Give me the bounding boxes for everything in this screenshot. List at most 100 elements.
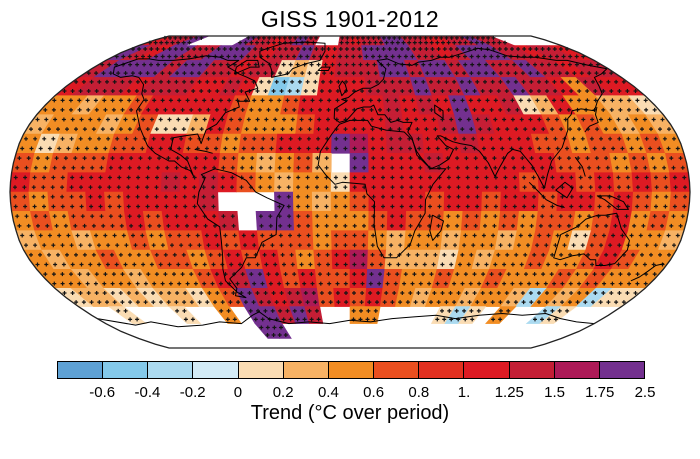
trend-grid-cell [104,172,125,193]
trend-grid-cell [650,172,672,193]
colorbar-segment [327,361,375,379]
trend-grid-cell [255,211,277,231]
trend-grid-cell [277,114,299,135]
trend-grid-cell [349,191,370,212]
trend-grid-cell [198,191,219,212]
trend-grid-cell [160,172,182,193]
trend-grid-cell [535,153,558,173]
colorbar-segment [192,361,239,379]
trend-grid-cell [295,114,316,135]
trend-grid-cell [122,172,144,193]
coastline [194,148,213,154]
trend-grid-cell [349,114,369,135]
trend-grid-cell [122,191,144,212]
trend-grid-cell [311,191,332,212]
trend-grid-cell [316,77,336,97]
trend-grid-cell [274,211,295,231]
trend-grid-cell [476,133,499,154]
trend-grid-cell [238,133,260,154]
trend-grid-cell [458,230,481,251]
trend-grid-cell [382,95,403,115]
trend-grid-cell [535,211,558,231]
trend-grid-cell [366,95,386,115]
trend-grid-cell [297,95,318,115]
colorbar-tick-label: 0.4 [317,384,339,401]
trend-grid-cell [104,191,125,212]
trend-grid-cell [141,191,163,212]
trend-grid-cell [236,153,258,173]
colorbar-caption: Trend (°C over period) [250,402,450,424]
trend-grid-cell [258,114,281,135]
coastline [434,104,444,119]
world-map [9,35,691,349]
trend-grid-cell [500,172,521,193]
colorbar-segment [508,361,555,379]
trend-grid-cell [314,95,334,115]
trend-grid-cell [650,191,672,212]
trend-grid-cell [349,211,370,231]
trend-grid-cell [179,172,200,193]
coastline [259,41,326,78]
trend-grid-cell [498,153,520,173]
trend-grid-cell [382,269,403,289]
trend-grid-cell [293,211,314,231]
trend-grid-cell [161,211,184,231]
trend-grid-cell [331,249,351,270]
trend-grid-cell [160,191,182,212]
trend-grid-cell [124,153,147,173]
trend-grid-cell [86,153,110,173]
trend-grid-cell [142,211,165,231]
trend-grid-cell [292,172,313,193]
colorbar-tick-label: 0.6 [363,384,385,401]
trend-grid-cell [349,153,370,173]
trend-grid-cell [313,249,333,270]
trend-grid-cell [442,153,464,173]
trend-grid-cell [612,172,634,193]
trend-grid-cell [516,211,539,231]
trend-grid-cell [594,172,615,193]
trend-grid-cell [333,77,351,97]
trend-grid-cell [575,191,596,212]
colorbar-segment [102,361,149,379]
trend-grid-cell [330,211,351,231]
coastline [317,66,331,71]
trend-grid-cell [349,287,367,307]
coastline [574,156,586,177]
trend-grid-cell [366,269,386,289]
trend-grid-cell [367,249,387,270]
trend-grid-cell [349,230,369,251]
trend-grid-cell [47,172,69,193]
trend-grid-cell [255,172,276,193]
trend-grid-cell [292,191,313,212]
trend-grid-cell [349,95,368,115]
trend-grid-cell [312,133,333,154]
colorbar-tick-label: -0.6 [89,384,116,401]
trend-grid-cell [312,211,332,231]
coastline [338,80,348,97]
trend-grid-cell [297,269,318,289]
colorbar-tick-label: 2.5 [634,384,656,401]
colorbar-tick-label: 0 [233,384,243,401]
colorbar-segment [147,361,194,379]
trend-grid-cell [404,133,425,154]
trend-grid-cell [385,230,407,251]
trend-grid-cell [293,133,315,154]
trend-grid-cell [217,172,238,193]
trend-grid-cell [312,230,333,251]
trend-grid-cell [349,77,367,97]
trend-grid-cell [498,211,520,231]
stippling-plus-marks [13,35,687,337]
trend-grid-cell [293,153,314,173]
trend-grid-cell [349,269,368,289]
coastline [333,47,608,189]
trend-grid-cell [85,191,106,212]
trend-grid-cell [256,133,278,154]
coastline [429,214,444,241]
trend-grid-cell [406,172,426,193]
colorbar-tick-label: 1. [457,384,471,401]
trend-grid-cell [500,191,521,212]
trend-grid-cell [349,133,369,154]
trend-grid-cell [460,211,482,231]
trend-grid-cell [311,172,332,193]
